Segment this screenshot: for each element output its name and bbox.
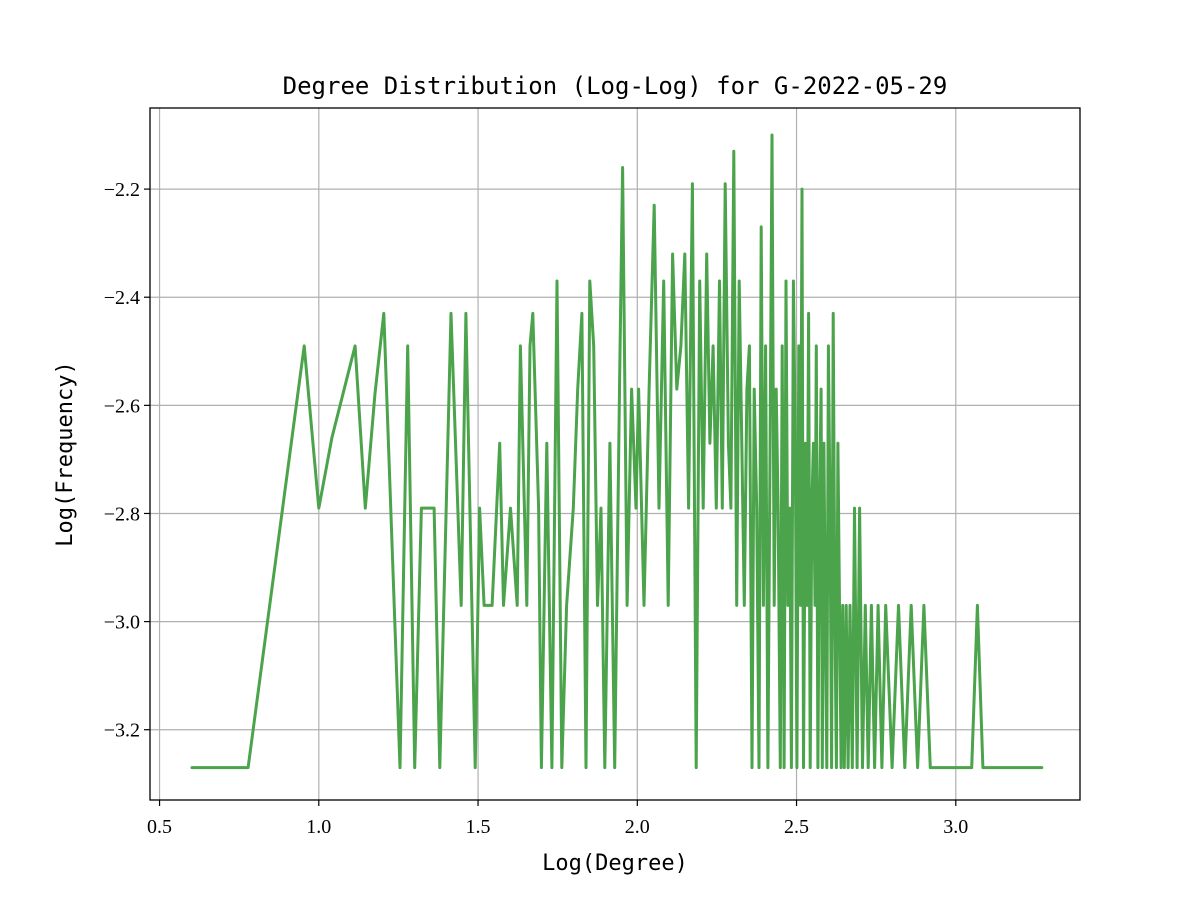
y-tick-label: −2.4	[104, 287, 140, 309]
plot-frame	[149, 107, 1081, 801]
x-tick-label: 0.5	[147, 816, 172, 838]
x-tick-label: 2.5	[784, 816, 809, 838]
degree-frequency-line	[190, 133, 1044, 770]
x-axis-label: Log(Degree)	[542, 851, 688, 876]
y-tick-label: −2.2	[104, 179, 140, 201]
axis-ticks: 0.5 1.0 1.5 2.0 2.5 3.0 −3.2 −3.0 −2.8 −2.6 −2.4 −2…	[104, 179, 969, 838]
x-tick-label: 2.0	[625, 816, 650, 838]
x-tick-label: 1.0	[306, 816, 331, 838]
series-layer	[190, 133, 1044, 770]
y-tick-label: −3.0	[104, 612, 140, 634]
y-tick-label: −2.6	[104, 395, 140, 417]
x-tick-label: 3.0	[943, 816, 968, 838]
x-tick-label: 1.5	[466, 816, 491, 838]
chart-title: Degree Distribution (Log-Log) for G-2022…	[283, 72, 948, 100]
y-axis-label: Log(Frequency)	[53, 361, 78, 546]
y-tick-label: −3.2	[104, 720, 140, 742]
y-tick-label: −2.8	[104, 503, 140, 525]
